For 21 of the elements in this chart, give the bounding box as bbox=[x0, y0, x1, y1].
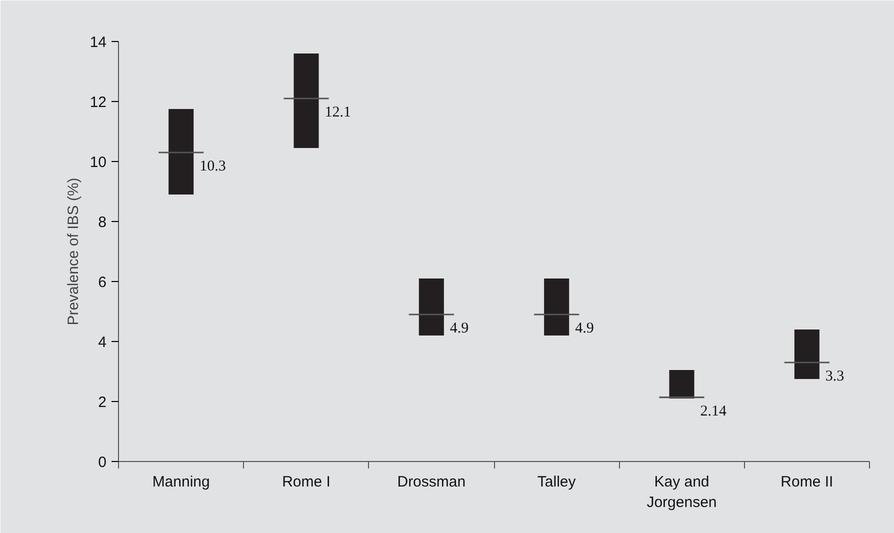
y-tick-label: 6 bbox=[98, 274, 106, 291]
x-tick-label: Rome II bbox=[780, 474, 834, 490]
x-tick-label: Drossman bbox=[397, 474, 466, 490]
x-tick-label: Talley bbox=[537, 474, 576, 490]
text: 4.9 bbox=[575, 320, 594, 336]
y-tick-label: 12 bbox=[90, 94, 107, 111]
y-tick-label: 4 bbox=[98, 334, 106, 351]
x-tick-label: Kay and Jorgensen bbox=[646, 474, 717, 511]
text: 10.3 bbox=[200, 158, 226, 174]
text: 2.14 bbox=[700, 403, 727, 420]
text: 12.1 bbox=[324, 104, 352, 120]
y-tick-label: 0 bbox=[98, 454, 106, 471]
text: 4.9 bbox=[450, 320, 469, 336]
y-tick-label: 14 bbox=[90, 34, 107, 51]
y-tick-label: 10 bbox=[90, 154, 107, 171]
x-tick-label: Manning bbox=[152, 474, 210, 490]
y-tick-label: 2 bbox=[98, 394, 106, 411]
y-tick-label: 8 bbox=[98, 214, 106, 231]
y-axis-title: Prevalence of IBS (%) bbox=[64, 178, 82, 326]
x-tick-label: Rome I bbox=[282, 474, 330, 490]
text: 3.3 bbox=[825, 368, 844, 384]
